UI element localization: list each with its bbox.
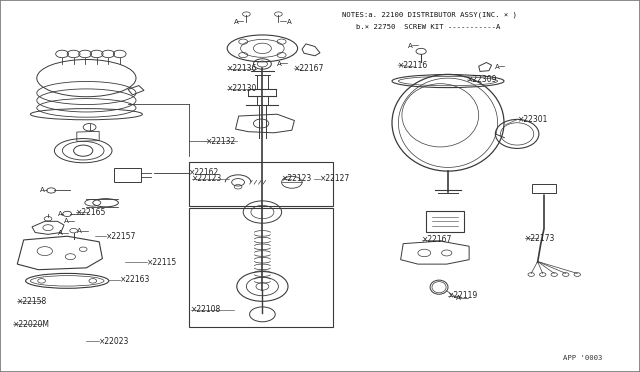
Text: ×22108: ×22108 — [191, 305, 221, 314]
Text: ×22123: ×22123 — [192, 174, 222, 183]
Text: ×22136: ×22136 — [227, 64, 257, 73]
Text: ×22163: ×22163 — [120, 275, 150, 284]
Bar — [532, 184, 556, 193]
Bar — [189, 208, 333, 327]
Text: ×22165: ×22165 — [76, 208, 106, 217]
Text: ×22301: ×22301 — [518, 115, 548, 124]
Text: ×22023: ×22023 — [99, 337, 129, 346]
Text: A: A — [234, 19, 238, 25]
Text: b.× 22750  SCREW KIT -----------A: b.× 22750 SCREW KIT -----------A — [356, 24, 500, 30]
Text: APP '0003: APP '0003 — [563, 355, 603, 361]
Text: ×22157: ×22157 — [106, 232, 136, 241]
Text: ×22158: ×22158 — [17, 297, 47, 306]
Text: NOTES:a. 22100 DISTRIBUTOR ASSY(INC. × ): NOTES:a. 22100 DISTRIBUTOR ASSY(INC. × ) — [342, 12, 517, 18]
Text: A: A — [77, 228, 81, 234]
Text: ×22116: ×22116 — [398, 61, 428, 70]
Text: A: A — [64, 218, 68, 224]
Text: A: A — [40, 187, 44, 193]
Text: A: A — [287, 19, 291, 25]
Text: ×22119: ×22119 — [448, 291, 478, 300]
Bar — [189, 162, 333, 206]
Text: ×22167: ×22167 — [422, 235, 452, 244]
Text: ×22173: ×22173 — [525, 234, 555, 243]
Text: ×22123: ×22123 — [282, 174, 312, 183]
Text: A: A — [276, 61, 281, 67]
Text: A: A — [58, 211, 62, 217]
Text: A: A — [408, 43, 413, 49]
Text: ×22127: ×22127 — [320, 174, 350, 183]
Text: ×22309: ×22309 — [467, 76, 498, 84]
Text: ×22162: ×22162 — [189, 169, 219, 177]
Text: ×22020M: ×22020M — [13, 320, 50, 329]
Text: A: A — [58, 230, 62, 235]
Text: ×22132: ×22132 — [206, 137, 236, 146]
Text: A: A — [495, 64, 499, 70]
Text: ×22167: ×22167 — [294, 64, 324, 73]
Text: ×22130: ×22130 — [227, 84, 257, 93]
Text: ×22115: ×22115 — [147, 258, 177, 267]
Text: A: A — [456, 295, 460, 301]
Bar — [114, 168, 141, 182]
Bar — [426, 211, 464, 232]
